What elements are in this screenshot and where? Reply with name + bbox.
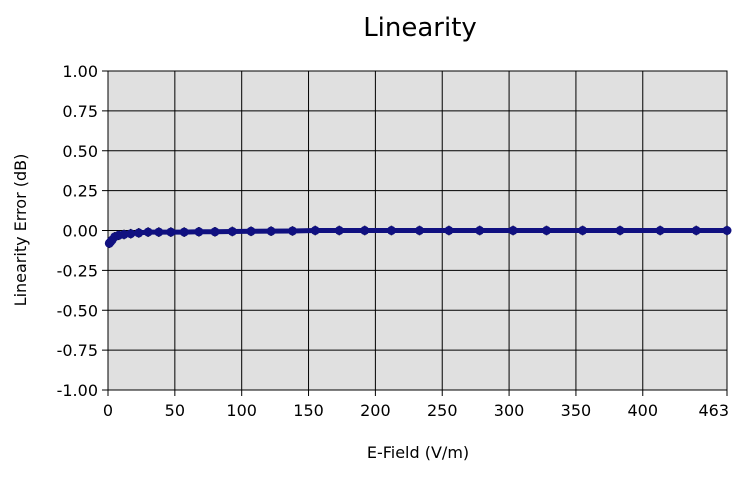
data-point xyxy=(134,228,144,238)
y-tick-label: 0.50 xyxy=(62,142,98,161)
data-point xyxy=(578,226,588,235)
data-point xyxy=(508,226,518,235)
y-tick-label: -0.25 xyxy=(57,261,98,280)
data-point xyxy=(360,226,370,235)
x-axis-ticks: 0 50 100 150 200 250 300 350 400 463 xyxy=(103,390,729,420)
x-tick-label: 0 xyxy=(103,401,113,420)
data-point xyxy=(287,226,297,236)
x-tick-label: 150 xyxy=(293,401,324,420)
data-point xyxy=(655,226,665,235)
x-tick-label: 463 xyxy=(698,401,729,420)
data-point xyxy=(143,227,153,237)
data-point xyxy=(334,226,344,235)
data-point xyxy=(444,226,454,235)
chart-title: Linearity xyxy=(363,13,477,43)
data-point xyxy=(475,226,485,235)
y-axis-ticks: 1.00 0.75 0.50 0.25 0.00 -0.25 -0.50 -0.75 -1.00 xyxy=(57,62,108,400)
data-point xyxy=(722,226,732,235)
data-point xyxy=(542,226,552,235)
y-axis-label: Linearity Error (dB) xyxy=(11,154,30,307)
data-point xyxy=(310,226,320,235)
data-point xyxy=(210,227,220,237)
data-point xyxy=(194,227,204,237)
data-point xyxy=(227,226,237,236)
x-tick-label: 50 xyxy=(165,401,185,420)
data-series xyxy=(104,225,732,249)
x-tick-label: 350 xyxy=(561,401,592,420)
data-point xyxy=(386,226,396,235)
data-point xyxy=(415,226,425,235)
y-tick-label: 0.00 xyxy=(62,222,98,241)
y-tick-label: 1.00 xyxy=(62,62,98,81)
y-tick-label: 0.25 xyxy=(62,182,98,201)
data-point xyxy=(126,229,136,239)
y-tick-label: -0.75 xyxy=(57,341,98,360)
y-tick-label: -1.00 xyxy=(57,381,98,400)
x-tick-label: 200 xyxy=(360,401,391,420)
x-tick-label: 300 xyxy=(494,401,525,420)
data-point xyxy=(691,226,701,235)
data-point xyxy=(154,227,164,237)
data-point xyxy=(179,227,189,237)
y-tick-label: -0.50 xyxy=(57,301,98,320)
x-tick-label: 250 xyxy=(427,401,458,420)
data-point xyxy=(166,227,176,237)
data-point xyxy=(615,226,625,235)
x-tick-label: 400 xyxy=(627,401,658,420)
x-axis-label: E-Field (V/m) xyxy=(367,443,469,462)
data-point xyxy=(266,226,276,236)
data-point xyxy=(246,226,256,236)
y-tick-label: 0.75 xyxy=(62,102,98,121)
data-point xyxy=(119,229,129,239)
x-tick-label: 100 xyxy=(226,401,257,420)
